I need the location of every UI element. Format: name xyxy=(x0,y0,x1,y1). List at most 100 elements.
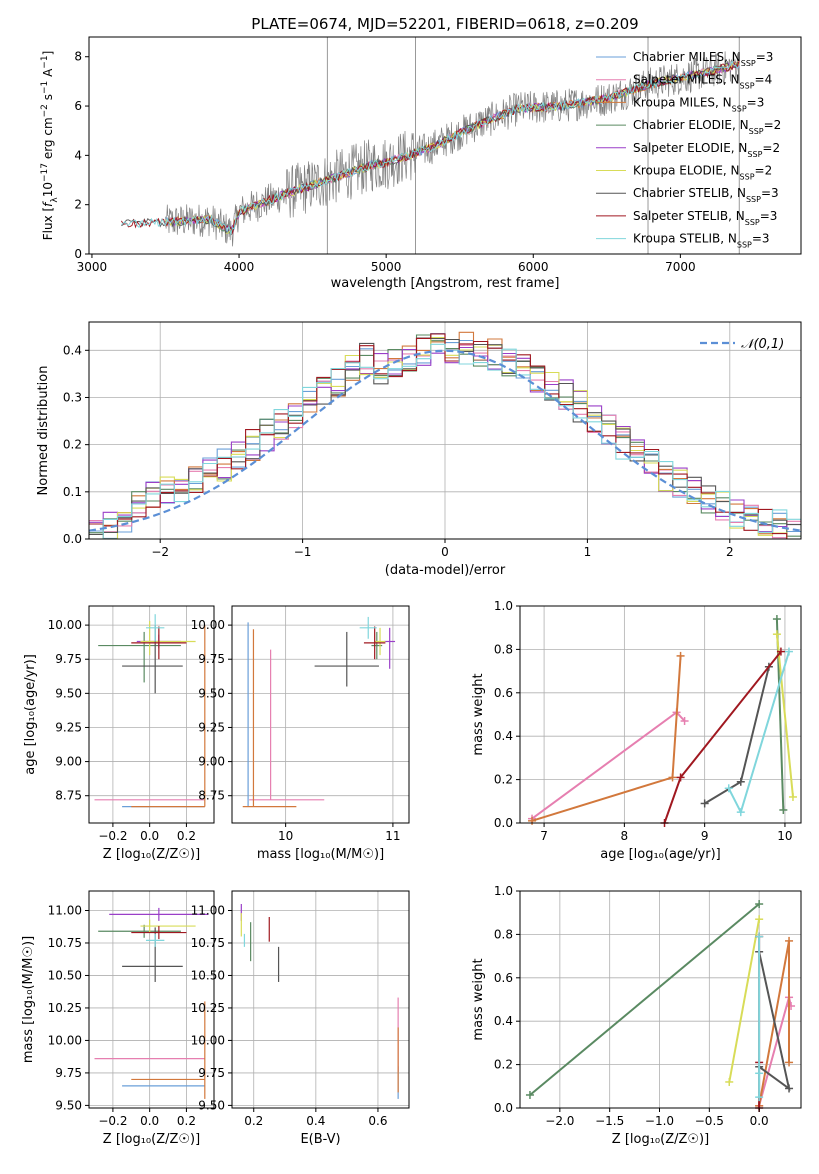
y-label-part: −1 xyxy=(40,81,50,94)
legend-label-chabrier_elodie: Chabrier ELODIE, NSSP=2 xyxy=(633,118,781,136)
legend-label-salpeter_miles: Salpeter MILES, NSSP=4 xyxy=(633,73,772,91)
errorbars xyxy=(94,614,206,808)
legend-sub: SSP xyxy=(740,81,755,90)
y-tick-label: 10.00 xyxy=(191,618,225,632)
x-tick-label: −0.5 xyxy=(695,1114,724,1128)
observed-spectrum xyxy=(165,51,740,247)
legend-sub: SSP xyxy=(749,127,764,136)
y-tick-label: 9.50 xyxy=(55,686,82,700)
legend-val: =3 xyxy=(760,209,778,223)
y-tick-label: 0.6 xyxy=(494,971,513,985)
y-tick-label: 10.50 xyxy=(48,968,82,982)
legend-label-salpeter_stelib: Salpeter STELIB, NSSP=3 xyxy=(633,209,777,227)
y-tick-label: 0.3 xyxy=(63,390,82,404)
y-label-part: λ xyxy=(50,197,60,203)
weight-series-chabrier_stelib xyxy=(755,947,794,1093)
y-tick-label: 9.75 xyxy=(55,1066,82,1080)
y-label-part: −2 xyxy=(40,104,50,117)
y-label-part: 10 xyxy=(41,182,55,197)
x-tick-label: 3000 xyxy=(77,260,108,274)
y-tick-label: 0 xyxy=(74,247,82,261)
weight-series-kroupa_stelib xyxy=(755,932,764,1102)
axes-frame xyxy=(88,605,215,824)
y-tick-label: 0.8 xyxy=(494,642,513,656)
y-tick-label: 10.75 xyxy=(48,936,82,950)
x-axis-label: (data-model)/error xyxy=(385,563,506,578)
panel-age_vs_mass: 10 11 8.75 9.00 9.25 9.50 9.75 10.00 mass [log₁₀… xyxy=(191,605,410,862)
x-axis-label: Z [log₁₀(Z/Z☉)] xyxy=(612,1132,709,1147)
errorbar-point-chabrier_stelib xyxy=(314,631,379,687)
weight-line xyxy=(758,951,791,1091)
x-tick-label: 6000 xyxy=(518,260,549,274)
legend-label-salpeter_elodie: Salpeter ELODIE, NSSP=2 xyxy=(633,141,780,159)
weight-line xyxy=(531,655,682,822)
axes-frame xyxy=(88,890,215,1109)
axes-frame xyxy=(519,605,802,824)
y-tick-label: 0.0 xyxy=(494,1101,513,1115)
errorbar-point-salpeter_elodie xyxy=(109,907,209,921)
x-axis-label: E(B-V) xyxy=(300,1132,340,1147)
y-axis-label: mass weight xyxy=(471,673,486,755)
x-tick-label: −1.0 xyxy=(645,1114,674,1128)
y-tick-label: 0.4 xyxy=(63,343,82,357)
y-tick-label: 10.00 xyxy=(48,618,82,632)
legend-sub: SSP xyxy=(745,217,760,226)
errorbars xyxy=(242,616,396,808)
legend-label-chabrier_miles: Chabrier MILES, NSSP=3 xyxy=(633,50,773,68)
x-tick-label: −0.2 xyxy=(98,1114,127,1128)
weight-series-kroupa_elodie xyxy=(772,630,797,801)
y-tick-label: 2 xyxy=(74,198,82,212)
x-axis-label: Z [log₁₀(Z/Z☉)] xyxy=(103,847,200,862)
y-axis-label: Flux [fλ10−17 erg cm−2 s−1 A−1] xyxy=(40,51,60,241)
y-label-part: −17 xyxy=(40,163,50,182)
x-tick-label: −0.2 xyxy=(98,829,127,843)
y-tick-label: 0.1 xyxy=(63,485,82,499)
errorbar-point-kroupa_elodie xyxy=(374,627,386,656)
legend-val: =3 xyxy=(752,232,770,246)
y-label-part: ] xyxy=(41,51,55,56)
x-axis-label: Z [log₁₀(Z/Z☉)] xyxy=(103,1132,200,1147)
x-tick-label: 0 xyxy=(441,545,449,559)
errorbar-point-salpeter_stelib xyxy=(131,626,187,660)
y-axis-label: mass weight xyxy=(471,958,486,1040)
legend-text: Kroupa MILES, N xyxy=(633,95,732,109)
x-tick-label: 0.0 xyxy=(750,1114,769,1128)
y-tick-label: 0.8 xyxy=(494,927,513,941)
y-axis-label: mass [log₁₀(M/M☉)] xyxy=(21,936,36,1063)
y-tick-label: 10.25 xyxy=(191,1001,225,1015)
legend-text: Kroupa ELODIE, N xyxy=(633,164,740,178)
legend-text: Salpeter ELODIE, N xyxy=(633,141,747,155)
legend-label-kroupa_miles: Kroupa MILES, NSSP=3 xyxy=(633,95,764,113)
errorbars xyxy=(240,903,399,1099)
legend-label-kroupa_elodie: Kroupa ELODIE, NSSP=2 xyxy=(633,164,772,182)
legend-sub: SSP xyxy=(740,172,755,181)
y-tick-label: 10.75 xyxy=(191,936,225,950)
weight-series-kroupa_elodie xyxy=(725,915,764,1086)
y-tick-label: 9.75 xyxy=(198,1066,225,1080)
model-spectrum-kroupa_stelib xyxy=(121,60,740,236)
y-tick-label: 0.2 xyxy=(63,438,82,452)
errorbars xyxy=(94,907,209,1099)
errorbar-point-chabrier_elodie xyxy=(98,924,181,938)
x-tick-label: 0.2 xyxy=(244,1114,263,1128)
weight-line xyxy=(529,903,760,1096)
panel-weight_vs_Z: −2.0 −1.5 −1.0 −0.5 0.0 0.0 0.2 0.4 0.6 0.8 1.0 Z [… xyxy=(471,884,802,1147)
legend-val: =3 xyxy=(761,186,779,200)
x-axis-label: wavelength [Angstrom, rest frame] xyxy=(331,276,560,291)
legend-sub: SSP xyxy=(746,195,761,204)
x-tick-label: 0.4 xyxy=(306,1114,325,1128)
legend-sub: SSP xyxy=(737,240,752,249)
y-tick-label: 10.50 xyxy=(191,968,225,982)
errorbar-point-kroupa_stelib xyxy=(145,933,165,947)
legend-val: =2 xyxy=(755,164,773,178)
x-tick-label: −1 xyxy=(294,545,312,559)
y-tick-label: 8 xyxy=(74,50,82,64)
y-tick-label: 1.0 xyxy=(494,884,513,898)
spectrum-lines xyxy=(121,37,740,254)
y-tick-label: 1.0 xyxy=(494,599,513,613)
y-tick-label: 9.25 xyxy=(198,720,225,734)
y-tick-label: 10.00 xyxy=(191,1033,225,1047)
x-tick-label: 7000 xyxy=(665,260,696,274)
errorbar-point-kroupa_elodie xyxy=(140,919,196,933)
errorbar-point-salpeter_miles xyxy=(249,649,325,801)
